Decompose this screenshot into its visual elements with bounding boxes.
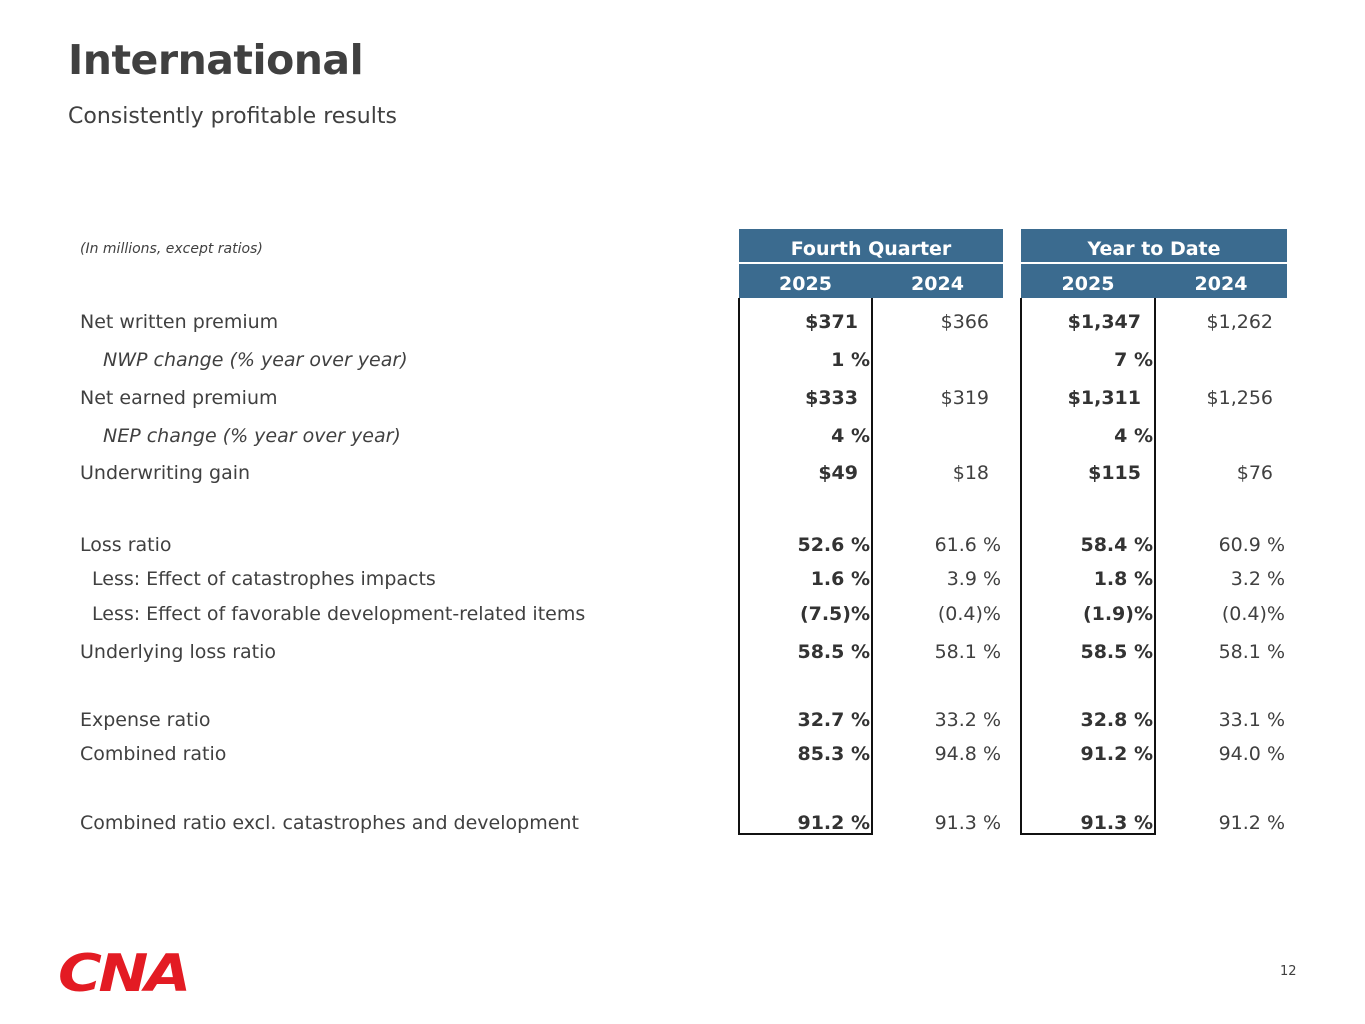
table-row: Net written premium $371 $366 $1,347 $1,262 — [0, 309, 1365, 335]
cell-q25: 1.6 % — [810, 568, 870, 590]
cell-y25: 1.8 % — [1093, 568, 1153, 590]
cell-q24: 33.2 % — [934, 709, 1001, 731]
cell-q25: 52.6 % — [797, 534, 870, 556]
units-note: (In millions, except ratios) — [80, 241, 263, 257]
row-label: NEP change (% year over year) — [103, 425, 401, 447]
cell-q24: 3.9 % — [946, 568, 1001, 590]
cell-y24: 94.0 % — [1218, 743, 1285, 765]
table-row: Net earned premium $333 $319 $1,311 $1,256 — [0, 385, 1365, 411]
cell-q24: (0.4)% — [937, 603, 1001, 625]
cell-y24: 58.1 % — [1218, 641, 1285, 663]
cell-q24: 91.3 % — [934, 812, 1001, 834]
table-row: Less: Effect of catastrophes impacts 1.6 … — [0, 566, 1365, 592]
table-row: Less: Effect of favorable development-re… — [0, 601, 1365, 627]
cell-y25: 4 % — [1114, 425, 1153, 447]
cell-y25: 7 % — [1114, 349, 1153, 371]
q-2025-highlight-box — [738, 298, 873, 835]
cell-y25: 91.3 % — [1080, 812, 1153, 834]
header-q-2024: 2024 — [872, 264, 1003, 298]
cell-q25: $333 — [805, 387, 858, 409]
cell-y25: 58.5 % — [1080, 641, 1153, 663]
row-label: NWP change (% year over year) — [103, 349, 408, 371]
page-subtitle: Consistently profitable results — [68, 104, 397, 129]
cell-y25: (1.9)% — [1082, 603, 1153, 625]
cell-q25: $371 — [805, 311, 858, 333]
row-label: Underwriting gain — [80, 462, 251, 484]
cell-y24: 3.2 % — [1230, 568, 1285, 590]
table-row: NEP change (% year over year) 4 % 4 % — [0, 423, 1365, 449]
cell-y24: 60.9 % — [1218, 534, 1285, 556]
row-label: Net written premium — [80, 311, 279, 333]
cell-y24: $1,256 — [1206, 387, 1273, 409]
table-row: NWP change (% year over year) 1 % 7 % — [0, 347, 1365, 373]
cell-q25: (7.5)% — [799, 603, 870, 625]
page-title: International — [68, 36, 364, 84]
table-row: Underwriting gain $49 $18 $115 $76 — [0, 460, 1365, 486]
cell-y25: 58.4 % — [1080, 534, 1153, 556]
table-row: Underlying loss ratio 58.5 % 58.1 % 58.5 % 5… — [0, 639, 1365, 665]
cell-y24: (0.4)% — [1221, 603, 1285, 625]
row-label: Combined ratio excl. catastrophes and de… — [80, 812, 579, 834]
table-row: Expense ratio 32.7 % 33.2 % 32.8 % 33.1 % — [0, 707, 1365, 733]
table-row: Loss ratio 52.6 % 61.6 % 58.4 % 60.9 % — [0, 532, 1365, 558]
cell-q25: 85.3 % — [797, 743, 870, 765]
header-year-to-date: Year to Date — [1021, 229, 1287, 262]
cell-y25: 91.2 % — [1080, 743, 1153, 765]
row-label: Less: Effect of catastrophes impacts — [92, 568, 436, 590]
header-q-2025: 2025 — [739, 264, 872, 298]
table-row: Combined ratio excl. catastrophes and de… — [0, 810, 1365, 836]
row-label: Combined ratio — [80, 743, 227, 765]
cell-q24: $366 — [940, 311, 989, 333]
cell-y24: 33.1 % — [1218, 709, 1285, 731]
cell-y25: $1,311 — [1067, 387, 1141, 409]
header-ytd-2024: 2024 — [1155, 264, 1287, 298]
cell-q24: 94.8 % — [934, 743, 1001, 765]
ytd-2025-highlight-box — [1020, 298, 1156, 835]
page-number: 12 — [1280, 964, 1297, 979]
cell-q24: 58.1 % — [934, 641, 1001, 663]
cell-q25: 58.5 % — [797, 641, 870, 663]
header-fourth-quarter: Fourth Quarter — [739, 229, 1003, 262]
cna-logo: CNA — [58, 944, 191, 1004]
cell-q25: 32.7 % — [797, 709, 870, 731]
header-ytd-2025: 2025 — [1021, 264, 1155, 298]
cell-q25: 4 % — [831, 425, 870, 447]
row-label: Less: Effect of favorable development-re… — [92, 603, 586, 625]
cell-y24: $1,262 — [1206, 311, 1273, 333]
row-label: Net earned premium — [80, 387, 278, 409]
cell-y25: $1,347 — [1067, 311, 1141, 333]
cell-q24: $18 — [952, 462, 989, 484]
cell-q25: 1 % — [831, 349, 870, 371]
table-row: Combined ratio 85.3 % 94.8 % 91.2 % 94.0 % — [0, 741, 1365, 767]
cell-y25: $115 — [1088, 462, 1141, 484]
cell-q24: $319 — [940, 387, 989, 409]
cell-y25: 32.8 % — [1080, 709, 1153, 731]
row-label: Expense ratio — [80, 709, 211, 731]
cell-q25: 91.2 % — [797, 812, 870, 834]
cell-y24: $76 — [1236, 462, 1273, 484]
row-label: Loss ratio — [80, 534, 172, 556]
cell-y24: 91.2 % — [1218, 812, 1285, 834]
cell-q24: 61.6 % — [934, 534, 1001, 556]
cell-q25: $49 — [818, 462, 858, 484]
row-label: Underlying loss ratio — [80, 641, 277, 663]
